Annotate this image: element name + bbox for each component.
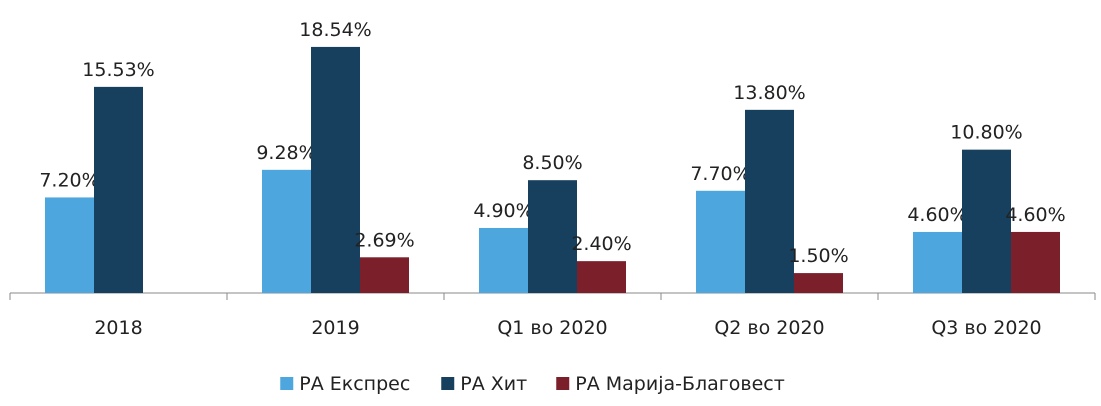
value-label: 8.50% bbox=[522, 152, 582, 174]
x-tick-label: Q2 во 2020 bbox=[714, 317, 824, 339]
bar bbox=[45, 197, 94, 293]
bar bbox=[1011, 231, 1060, 293]
bar bbox=[94, 86, 143, 293]
value-label: 18.54% bbox=[299, 19, 371, 41]
value-label: 4.60% bbox=[1005, 204, 1065, 226]
bar bbox=[962, 149, 1011, 293]
x-tick-label: 2019 bbox=[311, 317, 359, 339]
bar bbox=[360, 257, 409, 293]
value-label: 2.69% bbox=[354, 229, 414, 251]
legend-label: РА Хит bbox=[460, 373, 527, 395]
legend-label: РА Марија-Благовест bbox=[575, 373, 785, 395]
value-label: 7.20% bbox=[39, 169, 99, 191]
value-label: 7.70% bbox=[690, 163, 750, 185]
value-label: 15.53% bbox=[82, 59, 154, 81]
bar bbox=[696, 190, 745, 293]
value-label: 2.40% bbox=[571, 233, 631, 255]
value-label: 9.28% bbox=[256, 142, 316, 164]
value-label: 4.90% bbox=[473, 200, 533, 222]
bar bbox=[913, 231, 962, 293]
value-label: 1.50% bbox=[788, 245, 848, 267]
bar bbox=[479, 227, 528, 293]
legend-swatch bbox=[556, 377, 570, 390]
bar bbox=[794, 273, 843, 293]
x-tick-label: Q3 во 2020 bbox=[931, 317, 1041, 339]
value-label: 13.80% bbox=[733, 82, 805, 104]
bar bbox=[528, 180, 577, 293]
legend-label: РА Експрес bbox=[299, 373, 410, 395]
legend-swatch bbox=[441, 377, 455, 390]
bar bbox=[311, 46, 360, 293]
value-label: 4.60% bbox=[907, 204, 967, 226]
value-label: 10.80% bbox=[950, 122, 1022, 144]
x-tick-label: 2018 bbox=[94, 317, 142, 339]
bar bbox=[745, 109, 794, 293]
x-tick-label: Q1 во 2020 bbox=[497, 317, 607, 339]
bar bbox=[262, 169, 311, 293]
bar bbox=[577, 261, 626, 293]
legend-swatch bbox=[280, 377, 294, 390]
